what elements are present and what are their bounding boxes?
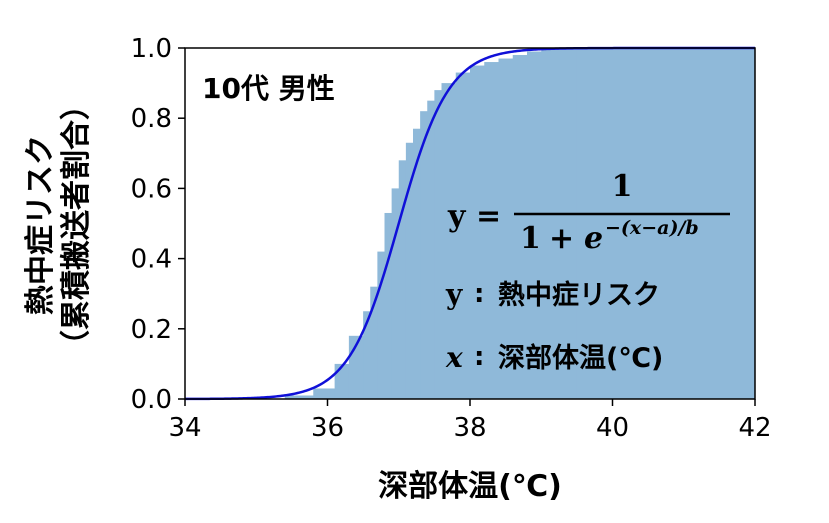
legend-y-var: y: [445, 278, 463, 311]
legend-y-text: 熱中症リスク: [498, 280, 660, 311]
x-tick-layer: 34 36 38 40 42: [168, 399, 772, 443]
formula-equals: =: [476, 199, 501, 234]
legend-x-sep: :: [474, 342, 484, 372]
x-tick-label: 38: [453, 413, 486, 443]
x-tick-label: 42: [738, 413, 771, 443]
step-bar: [370, 286, 378, 399]
y-tick-label: 0.0: [131, 385, 172, 415]
step-bar: [391, 188, 400, 399]
step-bar: [434, 90, 442, 400]
legend-x-var: x: [445, 341, 463, 374]
formula-denominator-one: 1: [520, 221, 541, 256]
step-bar: [313, 388, 336, 399]
step-bar: [470, 65, 485, 400]
step-bar: [405, 142, 414, 399]
y-tick-label: 0.2: [131, 315, 172, 345]
step-bar: [384, 212, 393, 399]
step-bar: [420, 111, 428, 400]
step-bar: [512, 55, 528, 400]
step-bar: [334, 363, 350, 399]
step-bar: [612, 48, 756, 399]
step-bar: [398, 160, 407, 399]
formula-denominator-e: e: [584, 221, 603, 256]
y-tick-label: 0.4: [131, 245, 172, 275]
step-bar: [484, 62, 499, 399]
formula-denominator-exponent: −(x−a)/b: [605, 217, 699, 239]
x-tick-label: 36: [311, 413, 344, 443]
y-axis-title-group: 熱中症リスク: [23, 135, 58, 315]
step-bar: [498, 58, 514, 399]
x-tick-label: 34: [168, 413, 201, 443]
y-tick-label: 1.0: [131, 34, 172, 64]
step-bar: [377, 251, 385, 399]
panel-label: 10代 男性: [202, 72, 335, 105]
formula-denominator-plus: +: [549, 221, 574, 256]
step-bar: [527, 51, 542, 399]
step-bar: [576, 48, 613, 399]
formula-y: y: [447, 199, 467, 234]
step-bar: [455, 72, 471, 399]
y-tick-label: 0.8: [131, 104, 172, 134]
y-axis-title-line1: 熱中症リスク: [23, 135, 58, 315]
formula: y = 1 1 + e −(x−a)/b: [447, 169, 730, 256]
step-bar: [541, 48, 578, 399]
step-bar: [363, 311, 371, 399]
y-axis-title-line2: （累積搬送者割合）: [59, 90, 94, 360]
x-axis-title: 深部体温(℃): [378, 469, 562, 504]
y-tick-label: 0.6: [131, 174, 172, 204]
step-bar: [413, 128, 421, 400]
step-bar: [284, 395, 314, 399]
y-axis-title-group-2: （累積搬送者割合）: [59, 90, 94, 360]
formula-numerator: 1: [612, 169, 633, 204]
x-tick-label: 40: [596, 413, 629, 443]
legend-x-text: 深部体温(℃): [498, 342, 663, 374]
step-bar: [427, 100, 435, 400]
variable-legend: y : 熱中症リスク x : 深部体温(℃): [445, 278, 663, 374]
cumulative-step-area-layer: [284, 48, 756, 400]
y-tick-layer: 0.0 0.2 0.4 0.6 0.8 1.0: [131, 34, 185, 415]
legend-y-sep: :: [474, 279, 484, 309]
step-bar: [441, 83, 457, 399]
